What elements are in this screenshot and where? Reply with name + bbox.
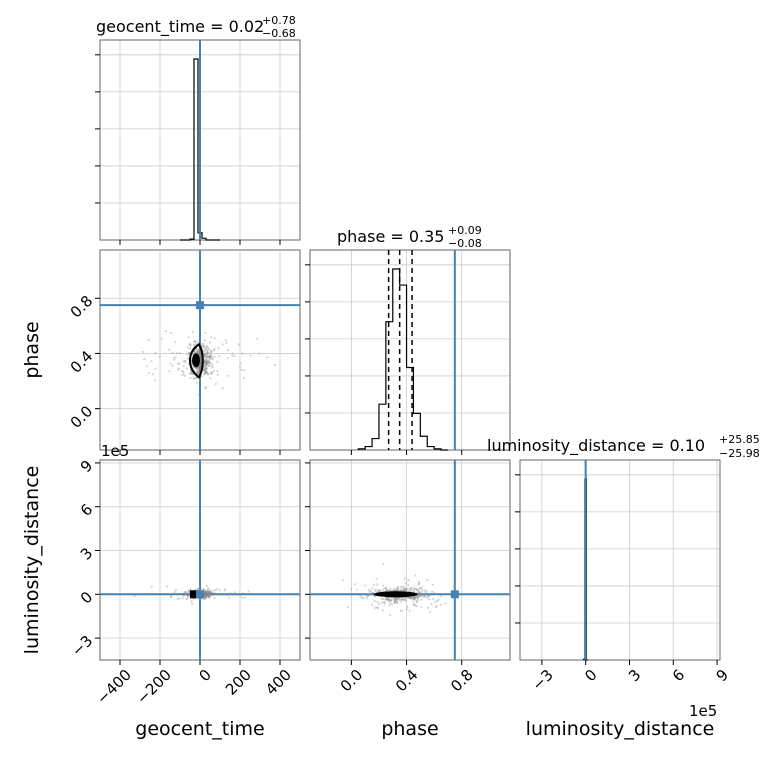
samples-geocent-time-phase	[141, 330, 276, 396]
ytick-label-phase: 0.0	[67, 402, 97, 432]
density-core-geocent-time-luminosity-distance	[190, 590, 198, 599]
grid-luminosity-distance-luminosity-distance	[520, 460, 720, 660]
xtick-label-luminosity-distance: −3	[529, 666, 557, 694]
truth-marker-geocent-time-phase	[196, 301, 204, 310]
grid-phase-luminosity-distance	[310, 460, 510, 660]
ytick-label-luminosity-distance: −3	[68, 632, 96, 660]
title-luminosity-distance: luminosity_distance = 0.10	[487, 436, 705, 456]
title-phase: phase = 0.35	[337, 227, 444, 246]
ytick-label-luminosity-distance: 0	[77, 588, 96, 607]
title-geocent-time-plus: +0.78	[262, 14, 296, 27]
title-luminosity-distance-minus: −25.98	[719, 447, 760, 460]
panel-phase-luminosity-distance	[309, 459, 511, 661]
ytick-label-luminosity-distance: 3	[77, 544, 96, 563]
title-geocent-time-minus: −0.68	[262, 27, 296, 40]
xlabel-luminosity-distance: luminosity_distance	[526, 718, 715, 740]
title-geocent-time: geocent_time = 0.02	[96, 17, 264, 37]
truth-marker-geocent-time-luminosity-distance	[196, 590, 204, 599]
xtick-label-luminosity-distance: 9	[713, 666, 732, 685]
histogram-geocent-time	[180, 58, 220, 241]
xtick-label-phase: 0.8	[447, 666, 477, 696]
xlabel-geocent-time: geocent_time	[135, 718, 264, 740]
xtick-label-geocent-time: −200	[133, 666, 175, 708]
xlabel-phase: phase	[381, 718, 438, 740]
density-core-phase-luminosity-distance	[373, 591, 418, 598]
xtick-label-luminosity-distance: 3	[625, 666, 644, 685]
truth-marker-phase-luminosity-distance	[450, 590, 459, 599]
ylabel-luminosity-distance: luminosity_distance	[21, 466, 43, 655]
xtick-label-luminosity-distance: 0	[581, 666, 600, 685]
ytick-label-luminosity-distance: 6	[77, 500, 96, 519]
ytick-label-phase: 0.4	[67, 347, 97, 377]
samples-phase-luminosity-distance	[342, 563, 456, 617]
density-core-geocent-time-phase	[192, 353, 200, 368]
panel-luminosity-distance-luminosity-distance	[519, 459, 721, 661]
offset-label-x-luminosity-distance: 1e5	[689, 702, 717, 720]
title-luminosity-distance-plus: +25.85	[719, 433, 760, 446]
xtick-label-geocent-time: 400	[262, 666, 295, 699]
histogram-phase	[357, 268, 448, 451]
xtick-label-phase: 0.4	[392, 666, 422, 696]
panel-phase-phase	[309, 249, 511, 451]
title-phase-plus: +0.09	[448, 224, 482, 237]
ytick-label-luminosity-distance: 9	[77, 457, 96, 476]
ylabel-phase: phase	[21, 321, 43, 378]
ytick-label-phase: 0.8	[67, 292, 97, 322]
grid-phase-phase	[310, 250, 510, 450]
xtick-label-geocent-time: 200	[222, 666, 255, 699]
xtick-label-geocent-time: 0	[196, 666, 215, 685]
xtick-label-geocent-time: −400	[93, 666, 135, 708]
contour-geocent-time-phase	[189, 342, 204, 379]
xtick-label-phase: 0.0	[337, 666, 367, 696]
title-phase-minus: −0.08	[448, 237, 482, 250]
xtick-label-luminosity-distance: 6	[669, 666, 688, 685]
offset-label-y-luminosity-distance: 1e5	[101, 442, 129, 460]
